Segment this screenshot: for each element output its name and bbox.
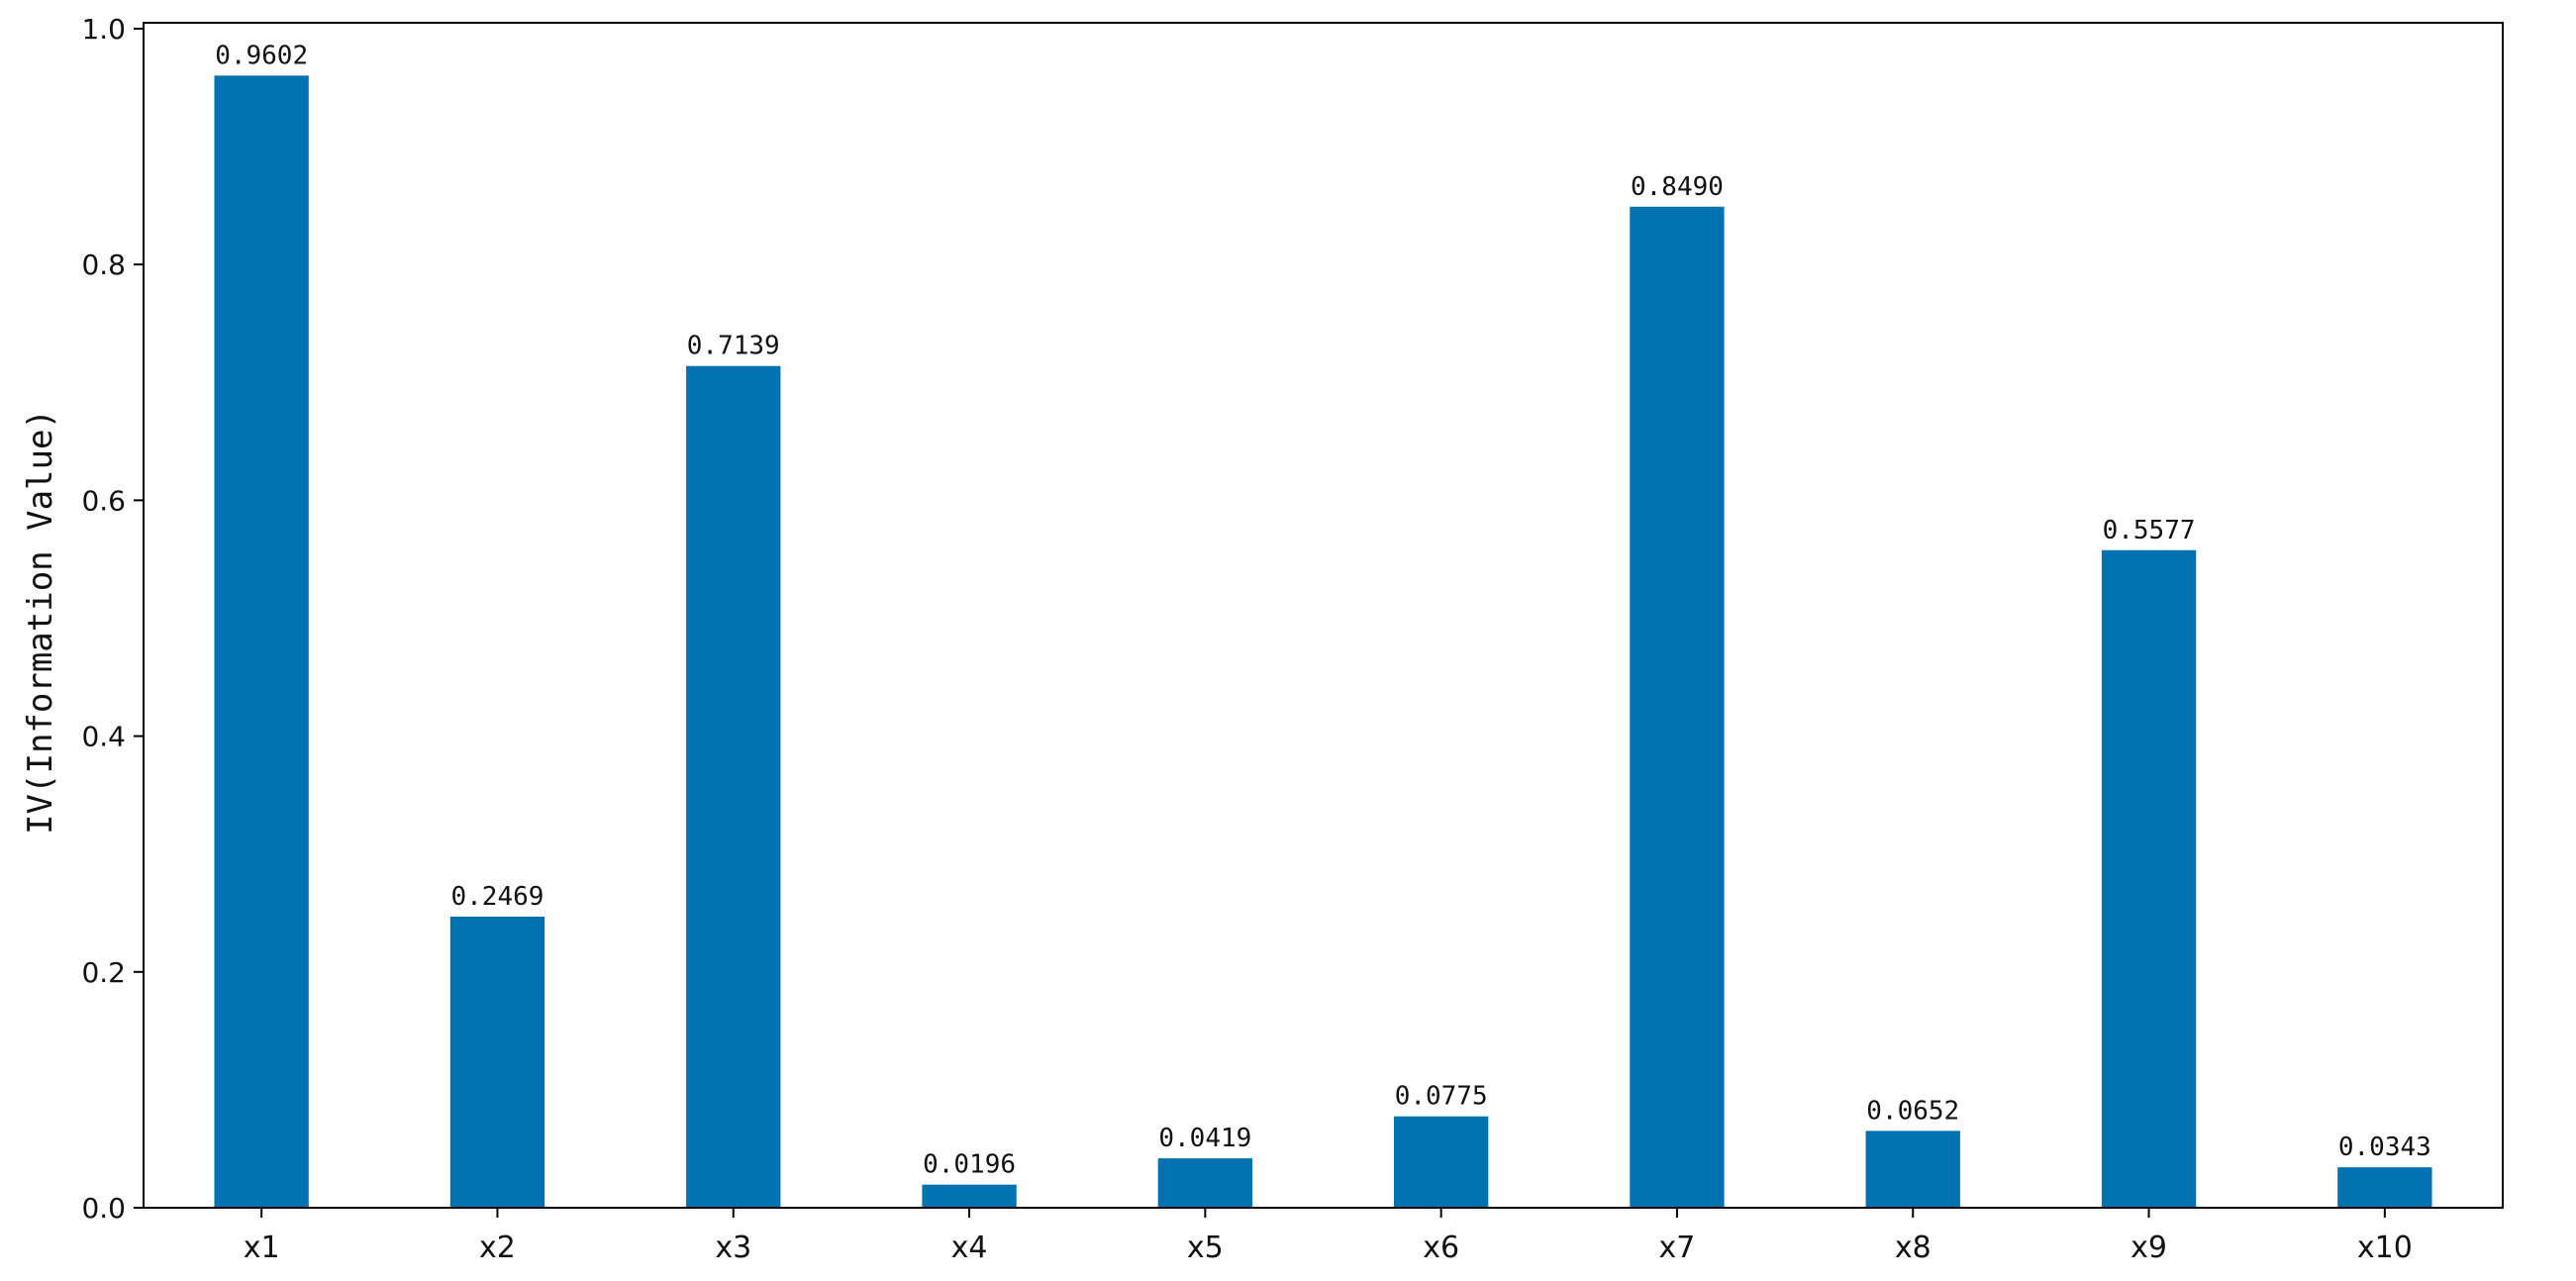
y-tick-label: 0.2 [81, 956, 126, 989]
bar-x10 [2337, 1167, 2432, 1208]
bar-x5 [1157, 1158, 1253, 1208]
data-label: 0.7139 [687, 332, 780, 361]
data-label: 0.2469 [450, 882, 544, 912]
x-tick-label: x1 [244, 1231, 280, 1265]
data-label: 0.0419 [1158, 1124, 1251, 1153]
data-label: 0.0196 [923, 1150, 1016, 1180]
bar-x3 [686, 365, 781, 1208]
bar-x8 [1865, 1131, 1960, 1208]
y-tick-label: 1.0 [81, 13, 126, 46]
data-label: 0.0775 [1395, 1082, 1488, 1112]
data-label: 0.9602 [215, 41, 308, 70]
x-tick-label: x8 [1895, 1231, 1932, 1265]
data-label: 0.5577 [2103, 516, 2196, 545]
data-label: 0.8490 [1631, 172, 1724, 202]
x-tick-label: x2 [479, 1231, 516, 1265]
bar-x6 [1393, 1116, 1489, 1208]
y-tick-label: 0.0 [81, 1192, 126, 1225]
y-axis-title: IV(Information Value) [21, 409, 60, 835]
data-label: 0.0343 [2338, 1133, 2431, 1162]
bar-x1 [214, 75, 309, 1209]
x-tick-label: x9 [2130, 1231, 2167, 1265]
x-axis-labels: x1 x2 x3 x4 x5 x6 x7 x8 x9 x10 [244, 1208, 2413, 1265]
y-axis-ticks: 0.0 0.2 0.4 0.6 0.8 1.0 [81, 13, 144, 1225]
data-labels: 0.9602 0.2469 0.7139 0.0196 0.0419 0.0775 0.84… [215, 41, 2431, 1179]
bar-x9 [2101, 549, 2197, 1208]
data-label: 0.0652 [1866, 1096, 1959, 1126]
x-tick-label: x6 [1423, 1231, 1459, 1265]
bar-x2 [449, 916, 545, 1208]
bars [214, 75, 2432, 1209]
y-tick-label: 0.8 [81, 248, 126, 281]
y-tick-label: 0.6 [81, 484, 126, 517]
y-tick-label: 0.4 [81, 721, 126, 753]
bar-x4 [922, 1184, 1017, 1208]
x-tick-label: x4 [951, 1231, 988, 1265]
plot-frame [143, 22, 2504, 1209]
x-tick-label: x5 [1187, 1231, 1224, 1265]
x-tick-label: x7 [1659, 1231, 1696, 1265]
x-tick-label: x3 [715, 1231, 751, 1265]
x-tick-label: x10 [2357, 1231, 2413, 1265]
bar-x7 [1630, 206, 1725, 1208]
